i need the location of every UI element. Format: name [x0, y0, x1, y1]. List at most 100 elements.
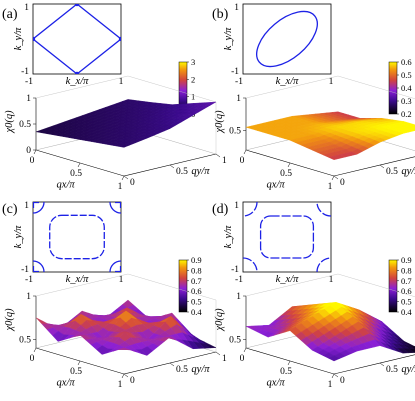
surface-xtick-label: 0: [240, 354, 245, 364]
fermi-contour: [256, 10, 318, 68]
fs-ytick-min: -1: [21, 67, 29, 77]
fermi-surface-plot-b: -1 1 1 -1 k_x/π k_y/π: [223, 3, 334, 87]
surface-ztick-label: 0.5: [229, 335, 241, 345]
fermi-surface-plot-a: -1 1 1 -1 k_x/π k_y/π: [13, 3, 124, 87]
surface-ztick-label: 1: [236, 94, 241, 104]
surface-xtick-label: 1: [328, 182, 333, 192]
surface-xtick-label: 0: [240, 156, 245, 166]
surface-ytick-mark: [379, 164, 385, 169]
surface-ytick-mark: [123, 175, 129, 180]
fs-xlabel: k_x/π: [66, 76, 89, 87]
colorbar-tick-label: 3: [191, 57, 195, 67]
fs-xtick-min: -1: [235, 275, 243, 285]
fermi-surface-contours: [33, 202, 121, 272]
fs-xtick-max: 1: [329, 77, 334, 87]
surface-ztick-label: 1: [26, 292, 31, 302]
fermi-surface-contours: [243, 202, 331, 272]
fs-ylabel: k_y/π: [223, 27, 234, 50]
surface-plot-a: 0 0.5 1 χ0(q) 0 0.5 1 qx/π 0 0.5 1 qy/π: [4, 75, 227, 192]
colorbar-tick-label: 0.5: [191, 297, 202, 307]
surface-xtick-label: 0.5: [280, 169, 292, 179]
fermi-surface-frame: [242, 3, 332, 75]
surface-ytick-label: 0.5: [386, 365, 398, 375]
fermi-surface-plot-c: -1 1 1 -1 k_x/π k_y/π: [13, 201, 124, 285]
hot-spot-marker: [118, 36, 121, 42]
surface-xtick-label: 1: [328, 380, 333, 390]
colorbar-tick-label: 0.4: [401, 307, 412, 317]
surface-ztick-label: 0.5: [19, 120, 31, 130]
fs-xtick-min: -1: [235, 77, 243, 87]
colorbar-tick-label: 0.6: [401, 286, 412, 296]
fs-ylabel: k_y/π: [13, 27, 24, 50]
surface-patches: [245, 111, 415, 160]
surface-xtick-mark: [287, 360, 291, 366]
surface-ztick-label: 1: [26, 94, 31, 104]
fermi-surface-plot-d: -1 1 1 -1 k_x/π k_y/π: [223, 201, 334, 285]
surface-xtick-label: 0: [30, 354, 35, 364]
surface-ytick-label: 0: [340, 178, 345, 188]
fs-xtick-min: -1: [25, 77, 33, 87]
colorbar-b: 0.2 0.3 0.4 0.5 0.6: [388, 57, 412, 119]
fs-ytick-max: 1: [234, 3, 239, 13]
fs-ytick-min: -1: [21, 265, 29, 275]
colorbar-gradient: [388, 259, 398, 313]
surface-ytick-label: 0: [130, 376, 135, 386]
surface-xtick-mark: [243, 149, 247, 155]
surface-zlabel: χ0(q): [214, 110, 225, 134]
surface-xtick-mark: [331, 175, 335, 181]
colorbar-tick-label: 0.8: [191, 265, 202, 275]
surface-xlabel: qx/π: [267, 378, 286, 389]
fs-xlabel: k_x/π: [66, 274, 89, 285]
surface-ylabel: qy/π: [401, 166, 415, 177]
surface-xtick-label: 1: [118, 182, 123, 192]
colorbar-tick-label: 0.5: [401, 70, 412, 80]
surface-box-edges: [245, 273, 415, 297]
surface-ytick-label: 0.5: [176, 167, 188, 177]
fs-ylabel: k_y/π: [223, 225, 234, 248]
fermi-contour: [49, 214, 105, 260]
surface-xtick-label: 0.5: [280, 367, 292, 377]
surface-patch: [327, 155, 341, 160]
fs-xlabel: k_x/π: [276, 274, 299, 285]
fs-ytick-min: -1: [231, 265, 239, 275]
surface-xtick-mark: [33, 149, 37, 155]
surface-patch: [117, 143, 131, 148]
surface-ytick-mark: [215, 153, 221, 158]
fermi-surface-frame: [242, 201, 332, 273]
surface-xtick-mark: [287, 162, 291, 168]
surface-floor-edges: [35, 149, 217, 177]
fs-ytick-max: 1: [24, 3, 29, 13]
hot-spot-marker: [74, 4, 80, 7]
panel-c: -1 11-1k_x/πk_y/π0.40.50.60.70.80.90.51χ0…: [4, 201, 227, 390]
panel-label-c: (c): [2, 202, 18, 217]
fs-ytick-max: 1: [234, 201, 239, 211]
surface-xtick-label: 1: [118, 380, 123, 390]
fermi-surface-contours: [33, 4, 121, 74]
surface-xtick-mark: [121, 373, 125, 379]
surface-ztick-label: 0: [26, 146, 31, 156]
panel-b: -1 1 1 -1 k_x/π k_y/π 0.2 0.3 0.4 0.5 0.6 0.5 1 χ0(q)…: [214, 3, 415, 192]
surface-ytick-label: 0.5: [176, 365, 188, 375]
surface-xtick-label: 0.5: [70, 367, 82, 377]
surface-ylabel: qy/π: [191, 166, 210, 177]
surface-patch: [118, 347, 130, 351]
surface-xtick-mark: [33, 347, 37, 353]
colorbar-tick-label: 0.7: [401, 276, 412, 286]
surface-xtick-mark: [331, 373, 335, 379]
surface-box-edges: [245, 75, 415, 99]
fs-xtick-max: 1: [119, 77, 124, 87]
surface-ylabel: qy/π: [401, 364, 415, 375]
surface-box-edges: [35, 273, 217, 352]
colorbar-tick-label: 0.6: [191, 286, 202, 296]
colorbar-tick-label: 0.2: [401, 109, 412, 119]
surface-patches: [35, 99, 217, 148]
colorbar-tick-label: 0.4: [191, 307, 202, 317]
fermi-surface-frame: [32, 3, 122, 75]
surface-plot-c: 0.5 1 χ0(q) 0 0.5 1 qx/π 0 0.5 1 qy/π: [4, 273, 227, 390]
surface-ytick-mark: [169, 362, 175, 367]
surface-ytick-mark: [333, 373, 339, 378]
surface-plot-b: 0.5 1 χ0(q) 0 0.5 1 qx/π 0 0.5 1 qy/π: [214, 75, 415, 192]
surface-ztick-label: 1: [236, 292, 241, 302]
